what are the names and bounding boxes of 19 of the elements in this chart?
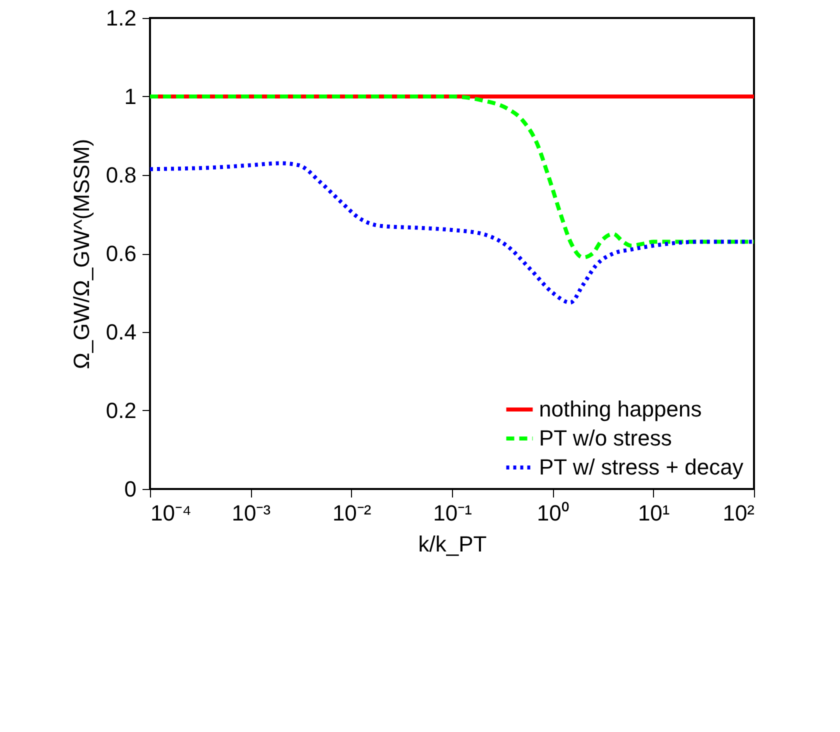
x-tick-label: 10⁻⁴ — [150, 500, 192, 526]
y-tick-label: 0.2 — [106, 398, 136, 423]
y-tick-label: 0 — [124, 476, 136, 502]
y-axis-title: Ω_GW/Ω_GW^(MSSM) — [68, 138, 94, 370]
legend-label: nothing happens — [539, 396, 702, 422]
x-tick-label: 10⁰ — [536, 500, 570, 526]
x-tick-label: 10² — [722, 500, 754, 526]
y-tick-label: 0.8 — [106, 162, 136, 188]
x-axis-title: k/k_PT — [418, 532, 487, 556]
x-tick-label: 10⁻³ — [232, 500, 271, 526]
x-tick-label: 10⁻² — [332, 500, 372, 526]
x-tick-label: 10¹ — [638, 500, 670, 526]
y-tick-label: 1 — [124, 84, 136, 109]
legend-label: PT w/ stress + decay — [539, 454, 744, 480]
x-tick-label: 10⁻¹ — [433, 500, 472, 526]
y-tick-label: 0.4 — [106, 320, 136, 344]
legend-label: PT w/o stress — [539, 426, 672, 450]
y-tick-label: 0.6 — [106, 241, 136, 266]
y-tick-label: 1.2 — [106, 6, 136, 30]
